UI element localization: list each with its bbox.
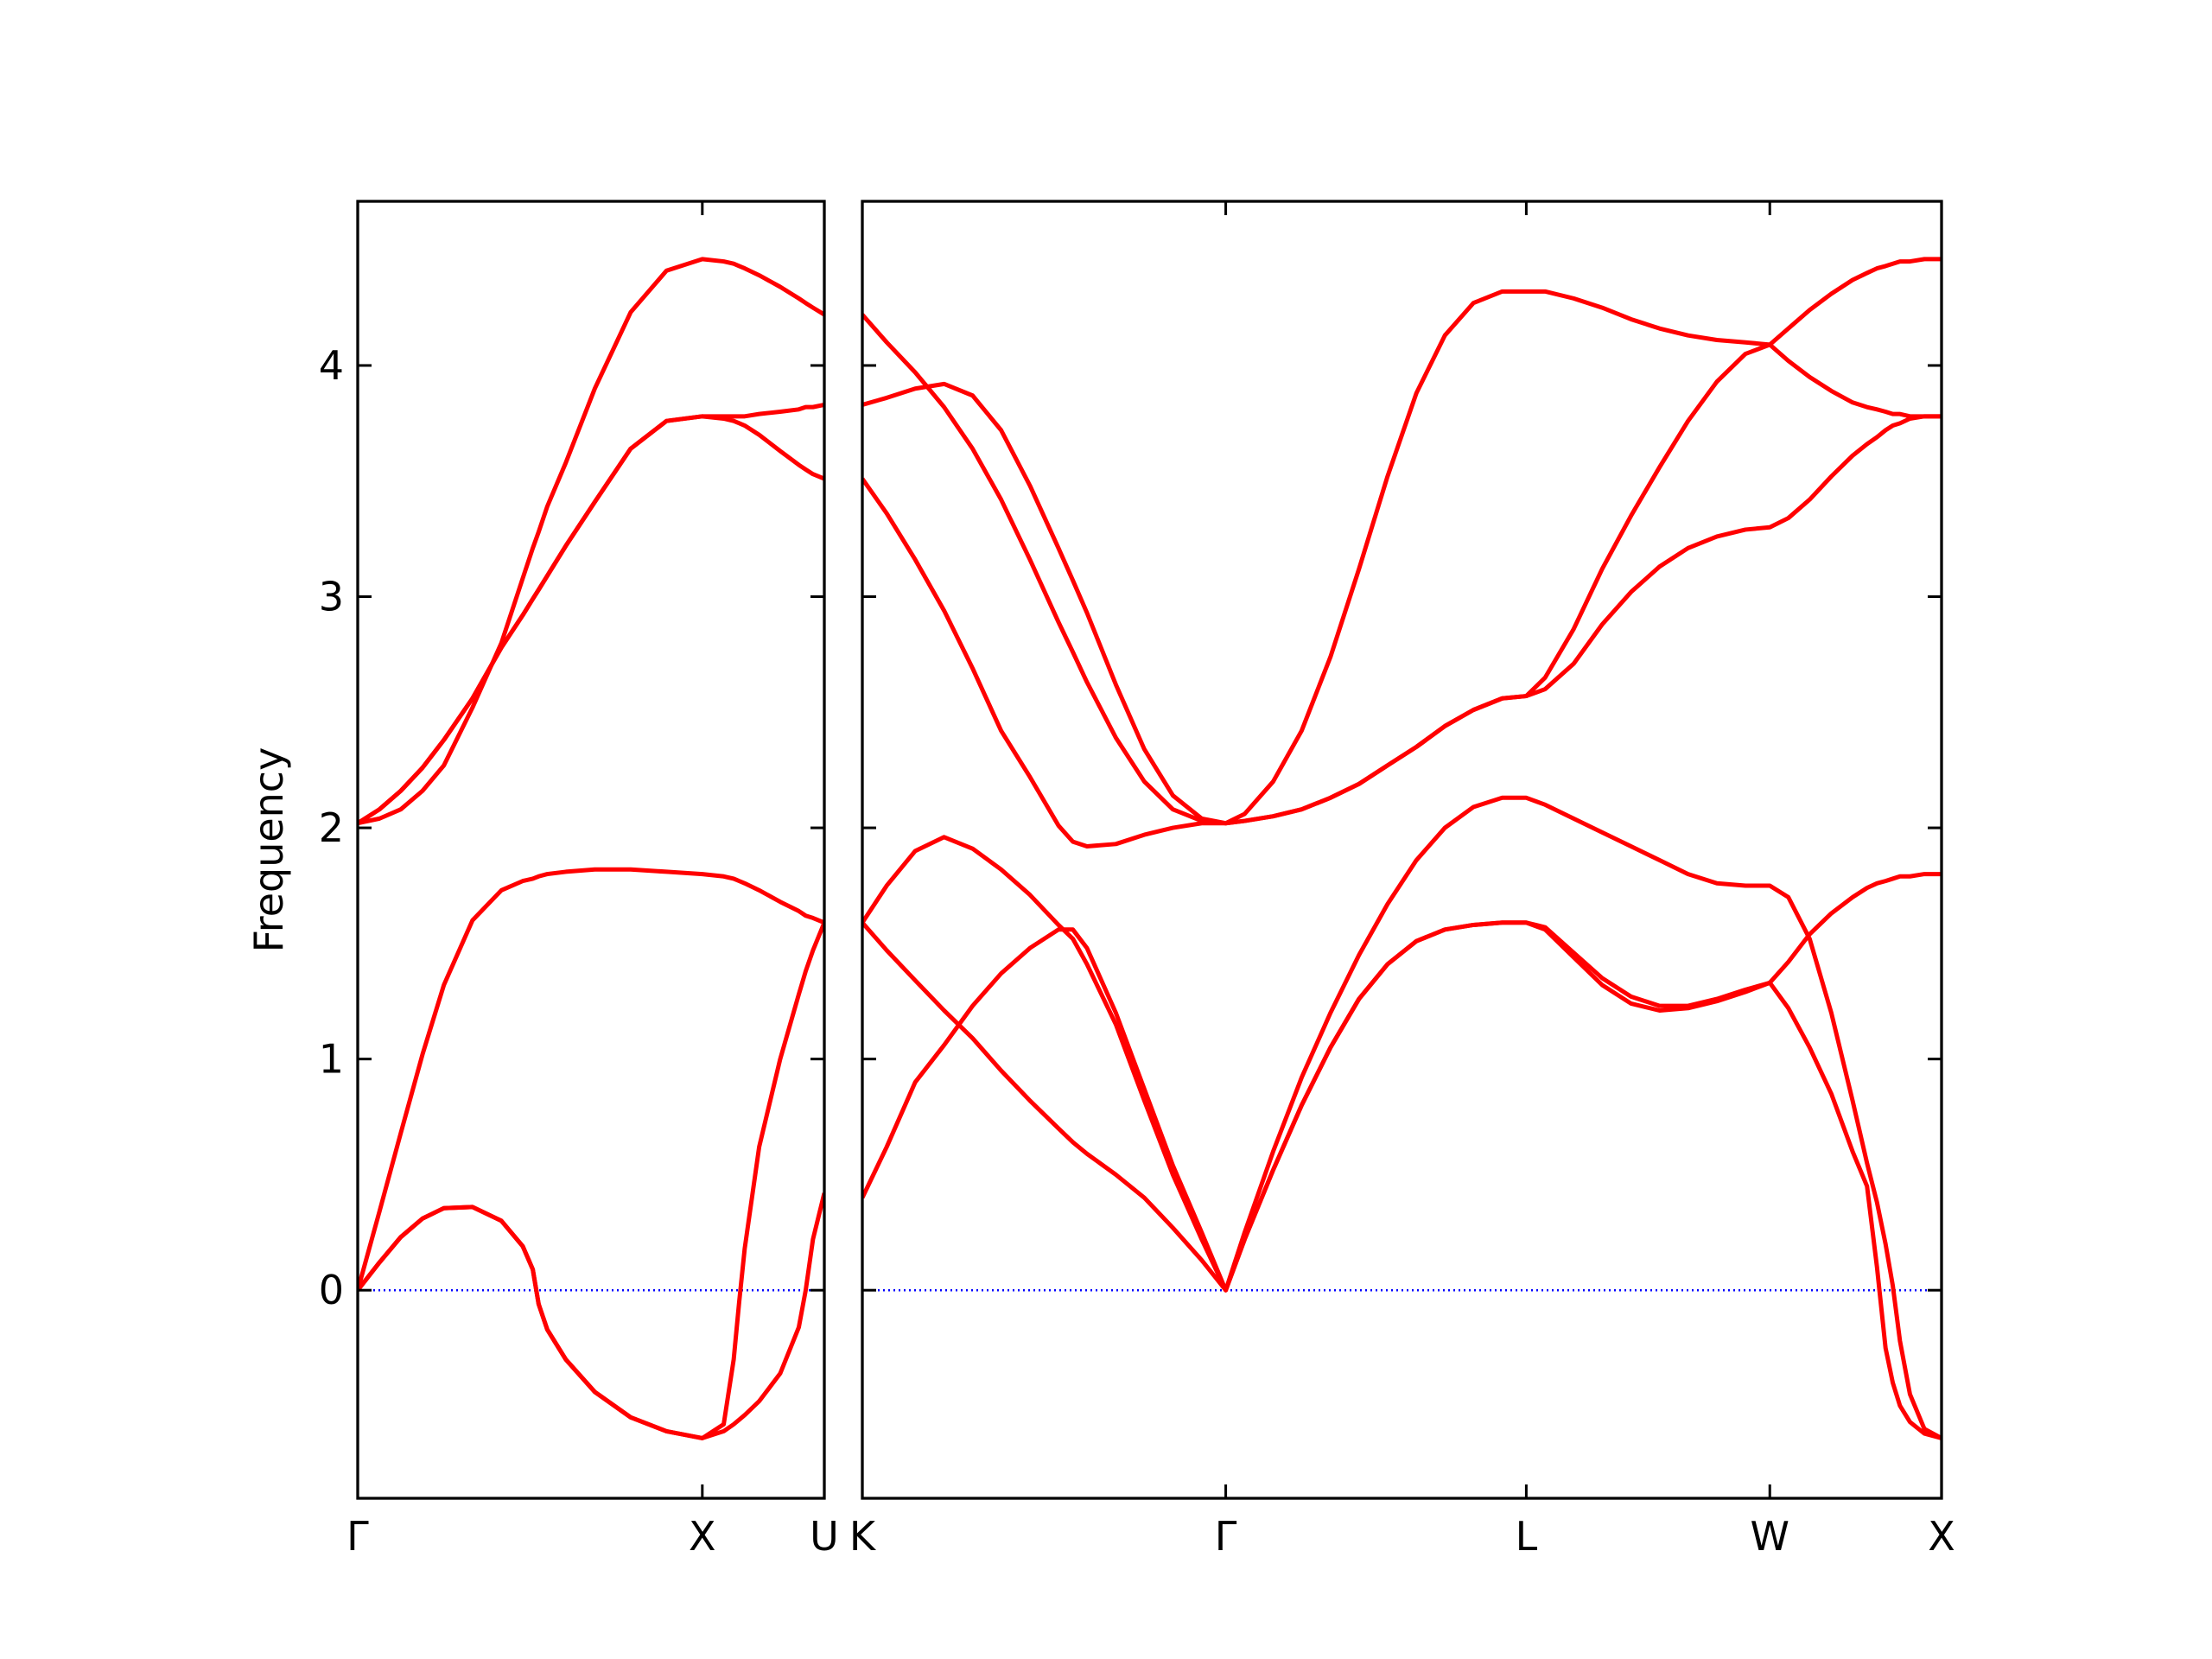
x-tick-label: X bbox=[689, 1513, 716, 1560]
y-axis-label: Frequency bbox=[245, 747, 292, 953]
x-tick-label: U bbox=[810, 1513, 839, 1560]
band-line bbox=[862, 289, 1942, 826]
band-line bbox=[358, 867, 824, 1291]
band-line bbox=[862, 795, 1942, 1440]
axes-frame bbox=[356, 200, 826, 1500]
x-tick-label: Γ bbox=[1215, 1513, 1237, 1560]
x-tick-label: K bbox=[849, 1513, 877, 1560]
band-line bbox=[862, 872, 1942, 1293]
y-tick-label: 4 bbox=[319, 342, 344, 389]
x-tick-label: L bbox=[1516, 1513, 1538, 1560]
band-line bbox=[358, 921, 824, 1440]
x-tick-label: Γ bbox=[346, 1513, 369, 1560]
band-line bbox=[358, 414, 824, 825]
band-line bbox=[862, 257, 1942, 826]
y-tick-label: 2 bbox=[319, 804, 344, 851]
band-line bbox=[358, 257, 824, 826]
y-tick-label: 1 bbox=[319, 1036, 344, 1083]
x-tick-label: X bbox=[1928, 1513, 1955, 1560]
y-tick-label: 0 bbox=[319, 1267, 344, 1313]
band-line bbox=[358, 1192, 824, 1440]
band-line bbox=[862, 414, 1942, 849]
y-tick-label: 3 bbox=[319, 574, 344, 620]
band-line bbox=[862, 920, 1942, 1440]
x-tick-label: W bbox=[1750, 1513, 1789, 1560]
axes-frame bbox=[861, 200, 1943, 1500]
